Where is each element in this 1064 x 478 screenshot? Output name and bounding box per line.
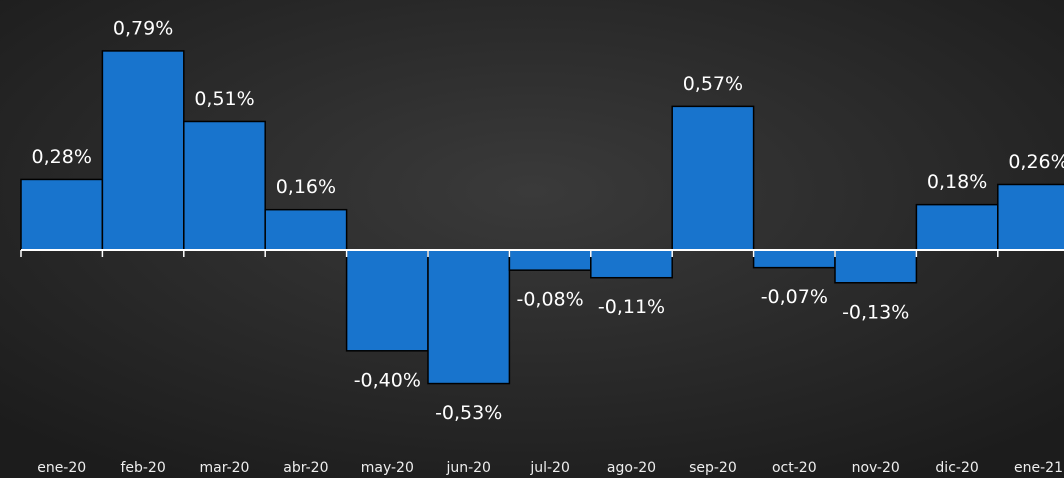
value-label: 0,18%	[927, 171, 987, 193]
value-label: -0,13%	[842, 301, 909, 323]
value-label: -0,08%	[516, 289, 583, 311]
x-tick-label: sep-20	[689, 460, 737, 476]
bar	[591, 250, 672, 278]
x-tick-label: ene-20	[37, 460, 86, 476]
bar	[184, 121, 265, 250]
page: {"chart_data":{"type":"bar", "categories…	[0, 0, 1064, 478]
x-tick-label: nov-20	[852, 460, 900, 476]
x-tick-label: feb-20	[120, 460, 165, 476]
x-tick-label: mar-20	[200, 460, 250, 476]
x-tick-label: ago-20	[607, 460, 656, 476]
value-label: 0,79%	[113, 17, 173, 39]
bar	[998, 184, 1064, 250]
x-tick-label: abr-20	[283, 460, 328, 476]
value-label: -0,11%	[598, 296, 665, 318]
value-label: -0,40%	[354, 369, 421, 391]
bar	[102, 51, 183, 250]
x-tick-label: dic-20	[935, 460, 978, 476]
bar	[754, 250, 835, 268]
value-label: 0,16%	[276, 176, 336, 198]
x-tick-label: ene-21	[1014, 460, 1063, 476]
bar	[21, 179, 102, 250]
value-label: -0,53%	[435, 402, 502, 424]
value-label: 0,26%	[1008, 151, 1064, 173]
x-tick-label: jun-20	[445, 460, 491, 476]
x-tick-label: jul-20	[529, 460, 570, 476]
x-tick-label: oct-20	[772, 460, 817, 476]
bar	[509, 250, 590, 270]
bar	[347, 250, 428, 351]
value-label: 0,28%	[32, 146, 92, 168]
value-label: 0,51%	[194, 88, 254, 110]
bar	[835, 250, 916, 283]
value-label: -0,07%	[761, 286, 828, 308]
bar	[672, 106, 753, 250]
bar	[428, 250, 509, 384]
value-label: 0,57%	[683, 73, 743, 95]
bar	[265, 210, 346, 250]
x-tick-label: may-20	[361, 460, 414, 476]
bar	[916, 205, 997, 250]
chart: 0,28% ene-20 0,79% feb-20 0,51% mar-20 0,16% ab…	[0, 0, 1064, 478]
